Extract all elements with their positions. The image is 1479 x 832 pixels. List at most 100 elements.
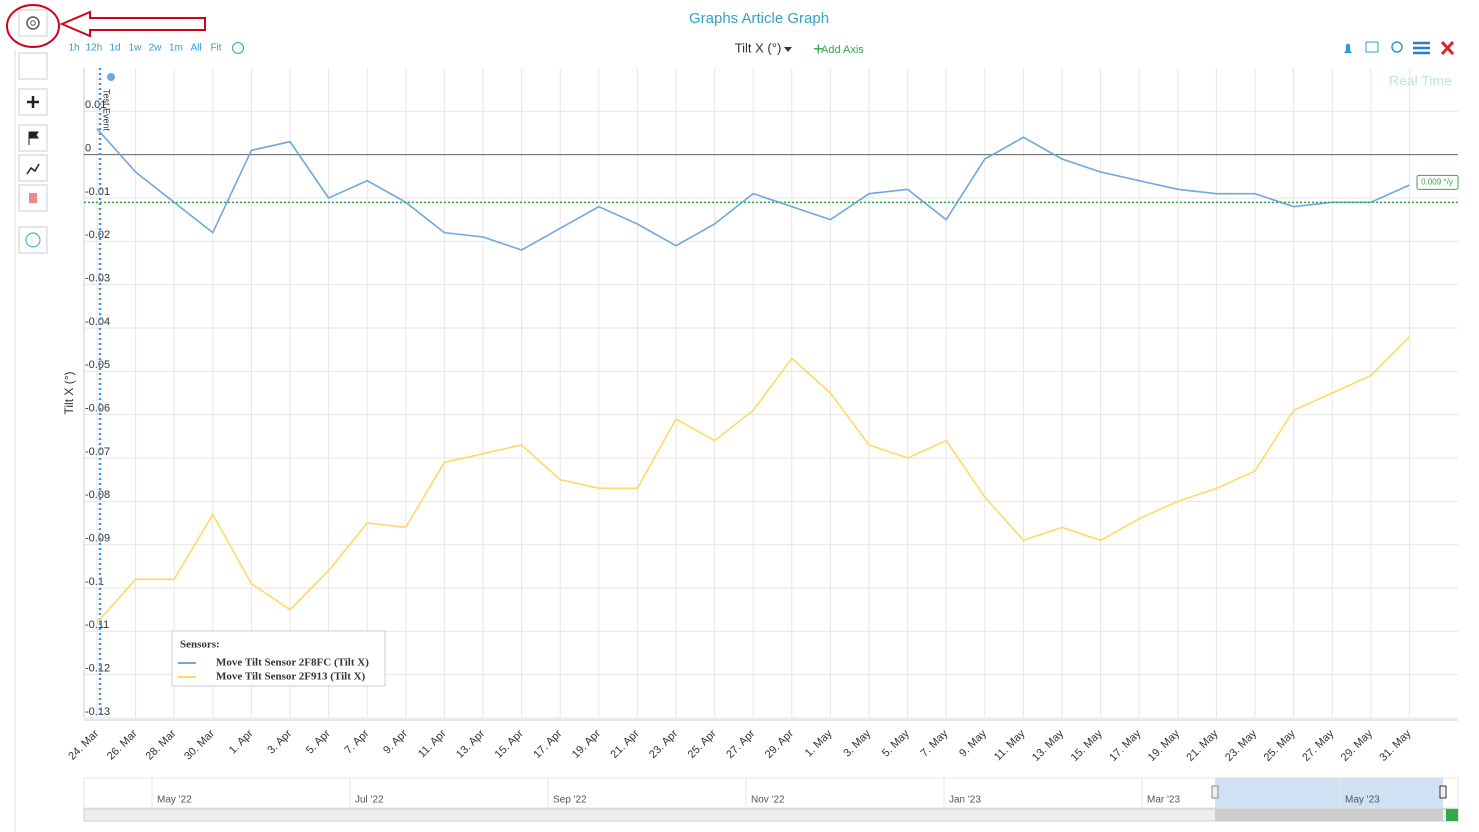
x-tick-label: 1. Apr: [227, 727, 256, 756]
navigator-handle[interactable]: [1439, 785, 1447, 799]
x-tick-label: 17. May: [1107, 727, 1144, 764]
x-tick-label: 24. Mar: [66, 727, 101, 762]
event-marker: [107, 73, 115, 81]
x-tick-label: 23. Apr: [647, 727, 680, 760]
dropdown-caret: [784, 47, 792, 52]
navigator-label: May '22: [157, 795, 192, 806]
highlight-arrow: [59, 10, 206, 38]
navigator-selection[interactable]: [1215, 778, 1443, 808]
y-axis-label: Tilt X (°): [62, 371, 76, 414]
scroll-right[interactable]: [1446, 809, 1458, 821]
trend-button[interactable]: [18, 154, 48, 182]
add-axis[interactable]: Add Axis: [821, 44, 864, 56]
settings-button[interactable]: [18, 9, 48, 37]
gear-icon: [26, 16, 40, 30]
x-tick-label: 28. Mar: [144, 727, 179, 762]
y-tick-label: -0.08: [85, 489, 110, 501]
range-button[interactable]: Fit: [210, 43, 221, 54]
plus-sign: +: [813, 39, 824, 59]
x-tick-label: 29. May: [1339, 727, 1376, 764]
legend-box: [171, 630, 386, 687]
navigator-label: May '23: [1345, 795, 1380, 806]
timer-icon[interactable]: [232, 42, 244, 54]
range-button[interactable]: 12h: [86, 43, 103, 54]
x-tick-label: 5. Apr: [304, 727, 333, 756]
x-tick-label: 30. Mar: [182, 727, 217, 762]
range-button[interactable]: 2w: [149, 43, 163, 54]
range-button[interactable]: 1d: [109, 43, 120, 54]
navigator-label: Sep '22: [553, 795, 587, 806]
sidebar: [6, 4, 206, 832]
x-tick-label: 7. May: [919, 727, 951, 759]
range-button[interactable]: 1m: [169, 43, 183, 54]
flag-icon: [28, 131, 39, 145]
series-line: [96, 336, 1410, 624]
axis-selector[interactable]: Tilt X (°): [735, 40, 782, 55]
x-tick-label: 1. May: [803, 727, 835, 759]
bell-icon[interactable]: [1344, 43, 1352, 54]
x-tick-label: 3. May: [841, 727, 873, 759]
x-tick-label: 25. May: [1262, 727, 1299, 764]
scrollbar-thumb[interactable]: [1215, 809, 1443, 821]
y-tick-label: -0.05: [85, 359, 110, 371]
x-tick-label: 15. May: [1069, 727, 1106, 764]
x-tick-label: 5. May: [880, 727, 912, 759]
menu-icon[interactable]: [1413, 41, 1430, 55]
trend-icon: [26, 163, 40, 175]
title: Graphs Article Graph: [689, 10, 829, 27]
trend-label: 0.009 °/y: [1421, 177, 1453, 186]
y-tick-label: -0.03: [85, 273, 110, 285]
table-icon[interactable]: [1365, 41, 1379, 53]
range-button[interactable]: 1h: [68, 43, 79, 54]
y-tick-label: -0.13: [85, 706, 110, 718]
x-tick-label: 19. Apr: [570, 727, 603, 760]
y-tick-label: -0.02: [85, 229, 110, 241]
x-tick-label: 11. May: [992, 727, 1028, 763]
legend-entry: Move Tilt Sensor 2F8FC (Tilt X): [216, 657, 369, 669]
navigator-handle[interactable]: [1211, 785, 1219, 799]
navigator-label: Jul '22: [355, 795, 384, 806]
x-tick-label: 9. Apr: [381, 727, 410, 756]
zoom-button[interactable]: [18, 52, 48, 80]
y-tick-label: -0.07: [85, 446, 110, 458]
x-tick-label: 27. May: [1300, 727, 1337, 764]
x-tick-label: 15. Apr: [493, 727, 526, 760]
x-tick-label: 29. Apr: [763, 727, 796, 760]
legend-title: Sensors:: [180, 639, 220, 651]
close-icon[interactable]: [1440, 40, 1455, 56]
help-button[interactable]: [18, 226, 48, 254]
y-tick-label: -0.01: [85, 186, 110, 198]
settings-icon[interactable]: [1391, 41, 1403, 53]
x-tick-label: 21. Apr: [608, 727, 641, 760]
y-tick-label: -0.06: [85, 403, 110, 415]
x-tick-label: 3. Apr: [265, 727, 294, 756]
x-tick-label: 13. May: [1030, 727, 1067, 764]
y-tick-label: 0: [85, 143, 91, 155]
plus-icon: [27, 96, 39, 108]
navigator-label: Nov '22: [751, 795, 785, 806]
x-tick-label: 13. Apr: [454, 727, 487, 760]
x-tick-label: 25. Apr: [686, 727, 719, 760]
x-tick-label: 26. Mar: [105, 727, 140, 762]
trash-icon: [29, 193, 37, 203]
y-tick-label: -0.04: [85, 316, 110, 328]
legend-entry: Move Tilt Sensor 2F913 (Tilt X): [216, 671, 366, 683]
highlight-circle: [6, 4, 60, 48]
navigator-label: Jan '23: [949, 795, 981, 806]
x-tick-label: 17. Apr: [531, 727, 564, 760]
navigator-label: Mar '23: [1147, 795, 1180, 806]
x-tick-label: 9. May: [957, 727, 989, 759]
x-tick-label: 27. Apr: [724, 727, 757, 760]
y-tick-label: -0.12: [85, 663, 110, 675]
x-tick-label: 31. May: [1377, 727, 1414, 764]
range-button[interactable]: All: [190, 43, 201, 54]
real-time[interactable]: Real Time: [1389, 73, 1452, 89]
x-tick-label: 11. Apr: [416, 727, 449, 760]
range-button[interactable]: 1w: [129, 43, 143, 54]
gear-center: [30, 20, 36, 26]
legend: Sensors:: [171, 630, 386, 687]
y-tick-label: -0.1: [85, 576, 104, 588]
help-icon: [25, 232, 41, 248]
